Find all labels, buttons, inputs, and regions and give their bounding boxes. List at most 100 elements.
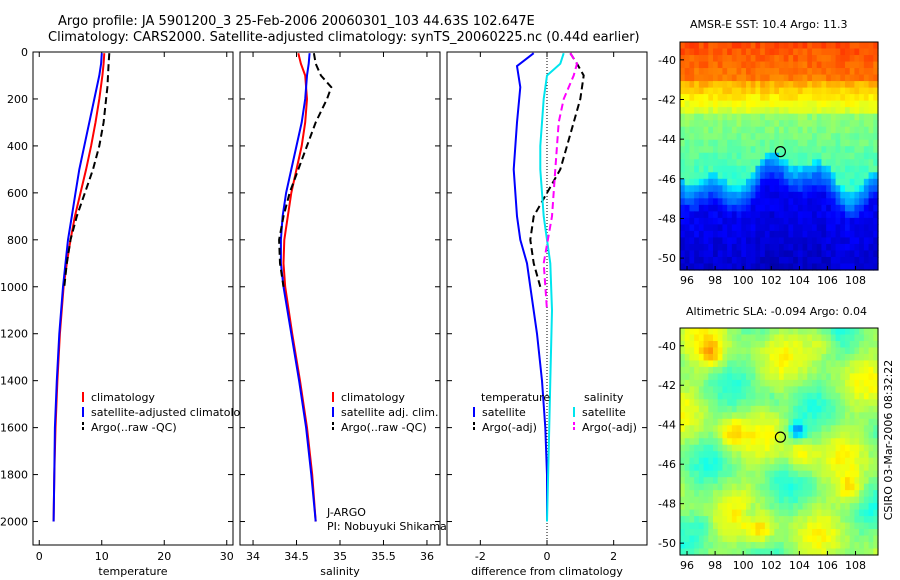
sla-map-cell: [722, 353, 728, 362]
sla-map-cell: [821, 379, 827, 387]
sla-map-cell: [755, 405, 761, 413]
sla-map-cell: [859, 457, 865, 465]
sst-map-cell: [859, 94, 865, 102]
sla-map-cell: [845, 444, 851, 452]
sst-map-cell: [854, 81, 860, 89]
sla-map-cell: [741, 490, 747, 498]
sst-map-cell: [821, 172, 827, 180]
sla-map-cell: [727, 386, 733, 394]
sst-map-cell: [746, 172, 752, 180]
sla-map-cell: [826, 464, 832, 472]
sla-map-cell: [816, 535, 823, 543]
sst-map-cell: [736, 211, 742, 219]
sst-map-cell: [689, 198, 695, 206]
sla-map-cell: [727, 347, 733, 355]
sla-map-cell: [727, 496, 733, 504]
sla-map-y-tick-label: -46: [658, 458, 676, 471]
sst-map-cell: [731, 87, 738, 95]
sla-map-cell: [760, 412, 766, 420]
sla-map-cell: [689, 548, 695, 556]
sla-map-cell: [713, 490, 719, 498]
sla-map-cell: [797, 522, 804, 530]
sla-map-cell: [859, 516, 865, 524]
sla-map-cell: [727, 412, 733, 420]
sla-map-cell: [750, 464, 757, 472]
sst-map-cell: [863, 172, 870, 180]
sla-map-cell: [713, 405, 719, 413]
sla-map-cell: [764, 379, 771, 387]
sst-map-cell: [769, 178, 775, 186]
sst-map-cell: [708, 211, 714, 219]
sla-map-cell: [863, 366, 870, 374]
sla-map-cell: [698, 431, 705, 439]
sla-map-cell: [717, 464, 724, 472]
sst-map-cell: [694, 256, 700, 265]
sla-map-cell: [835, 373, 841, 381]
sla-map-cell: [746, 496, 752, 504]
sla-map-cell: [830, 522, 837, 530]
sla-map-cell: [816, 509, 823, 517]
sla-map-cell: [689, 444, 695, 452]
sla-map-cell: [783, 418, 790, 426]
sst-map-cell: [741, 81, 747, 89]
sst-map-cell: [835, 48, 841, 56]
sst-map-cell: [727, 81, 733, 89]
sst-map-cell: [826, 211, 832, 219]
legend-label: Argo(-adj): [582, 421, 637, 434]
sst-map-cell: [802, 243, 808, 252]
sst-map-cell: [849, 243, 856, 252]
sla-map-cell: [830, 542, 837, 550]
sla-map-cell: [788, 503, 794, 511]
sla-map-cell: [788, 490, 794, 498]
sst-map-cell: [746, 217, 752, 225]
sla-map-cell: [689, 451, 695, 459]
sst-map-cell: [680, 250, 686, 258]
sla-map-cell: [680, 483, 686, 491]
sst-map-cell: [859, 165, 865, 173]
sst-map-cell: [845, 87, 851, 95]
sla-map-cell: [774, 529, 780, 537]
sst-map-cell: [868, 250, 874, 258]
sla-map-cell: [873, 516, 879, 524]
sla-map-cell: [854, 548, 860, 556]
sst-map-cell: [741, 191, 747, 199]
sst-map-cell: [802, 204, 808, 212]
sla-map-cell: [713, 386, 719, 394]
sst-map-cell: [684, 178, 691, 186]
sla-map-cell: [863, 405, 870, 413]
sst-map-cell: [863, 178, 870, 186]
sst-map-cell: [764, 237, 771, 245]
sst-map-cell: [797, 100, 804, 108]
sst-map-cell: [854, 87, 860, 95]
sla-map-cell: [793, 535, 799, 543]
sst-map-cell: [863, 224, 870, 232]
sla-map-cell: [859, 522, 865, 530]
sla-map-cell: [793, 379, 799, 387]
sla-map-cell: [812, 483, 818, 491]
sst-map-cell: [854, 48, 860, 56]
sla-map-cell: [741, 328, 747, 336]
sst-map-cell: [750, 94, 757, 102]
sst-map-cell: [722, 237, 728, 245]
sla-map-cell: [816, 360, 823, 368]
sla-map-cell: [713, 548, 719, 556]
sla-map-cell: [689, 477, 695, 485]
sst-map-cell: [835, 178, 841, 186]
sst-map-cell: [722, 146, 728, 154]
sst-map-cell: [731, 191, 738, 199]
sst-map-cell: [722, 68, 728, 76]
sst-map-cell: [849, 126, 856, 134]
sla-map-cell: [807, 535, 813, 543]
sla-map-cell: [731, 399, 738, 407]
sla-map-cell: [835, 405, 841, 413]
sla-map-cell: [812, 347, 818, 355]
sla-map-cell: [694, 431, 700, 439]
sla-map-cell: [849, 444, 856, 452]
sla-map-cell: [821, 490, 827, 498]
sst-map-cell: [680, 100, 686, 108]
sst-map-cell: [802, 100, 808, 108]
sla-map-x-tick-label: 102: [761, 559, 782, 572]
sla-map-cell: [689, 542, 695, 550]
sla-map-cell: [750, 431, 757, 439]
sla-map-cell: [845, 464, 851, 472]
